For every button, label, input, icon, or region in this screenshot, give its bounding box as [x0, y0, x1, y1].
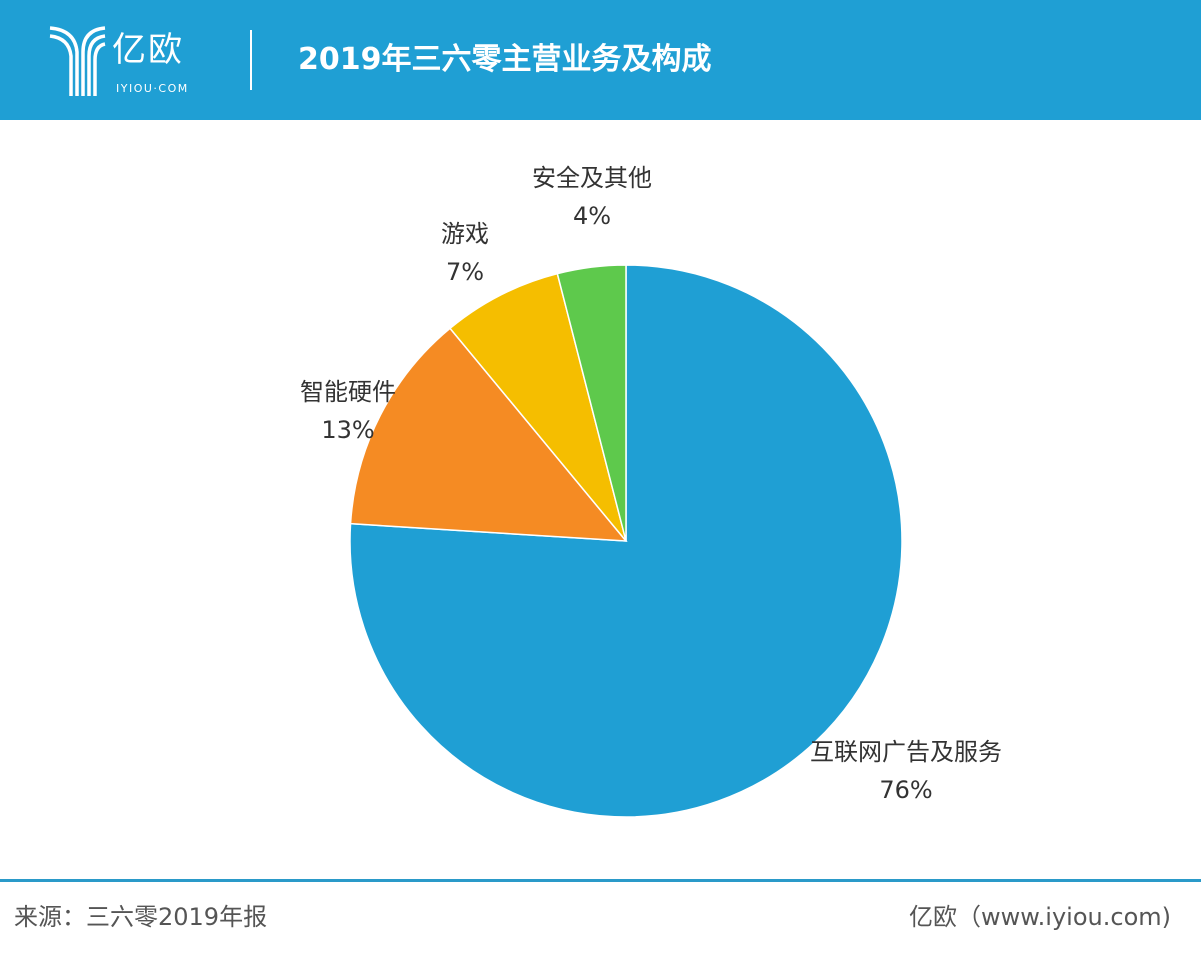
slice-value-label: 4% — [573, 202, 611, 230]
iyiou-logo-icon — [49, 26, 106, 96]
logo-text: 亿欧 — [112, 30, 184, 70]
header-bar: 亿欧 IYIOU·COM 2019年三六零主营业务及构成 — [0, 0, 1201, 120]
slice-value-label: 13% — [321, 416, 374, 444]
pie-slice — [349, 327, 628, 542]
slice-label: 游戏 — [441, 220, 489, 248]
footer-divider — [0, 879, 1201, 882]
logo-domain: IYIOU·COM — [116, 82, 189, 95]
pie-slice — [349, 264, 903, 818]
source-note: 来源：三六零2019年报 — [14, 903, 268, 931]
slice-label: 互联网广告及服务 — [810, 738, 1002, 766]
slice-label: 安全及其他 — [532, 164, 652, 192]
pie-chart: 互联网广告及服务 76% 智能硬件 13% 游戏 7% 安全及其他 4% — [300, 164, 1002, 818]
slice-label: 智能硬件 — [300, 378, 396, 406]
slice-value-label: 7% — [446, 258, 484, 286]
pie-slice — [556, 264, 627, 542]
slice-value-label: 76% — [879, 776, 932, 804]
header-divider — [250, 30, 252, 90]
credit-note: 亿欧（www.iyiou.com) — [909, 903, 1171, 931]
pie-slice — [449, 272, 627, 542]
page-title: 2019年三六零主营业务及构成 — [298, 42, 712, 77]
